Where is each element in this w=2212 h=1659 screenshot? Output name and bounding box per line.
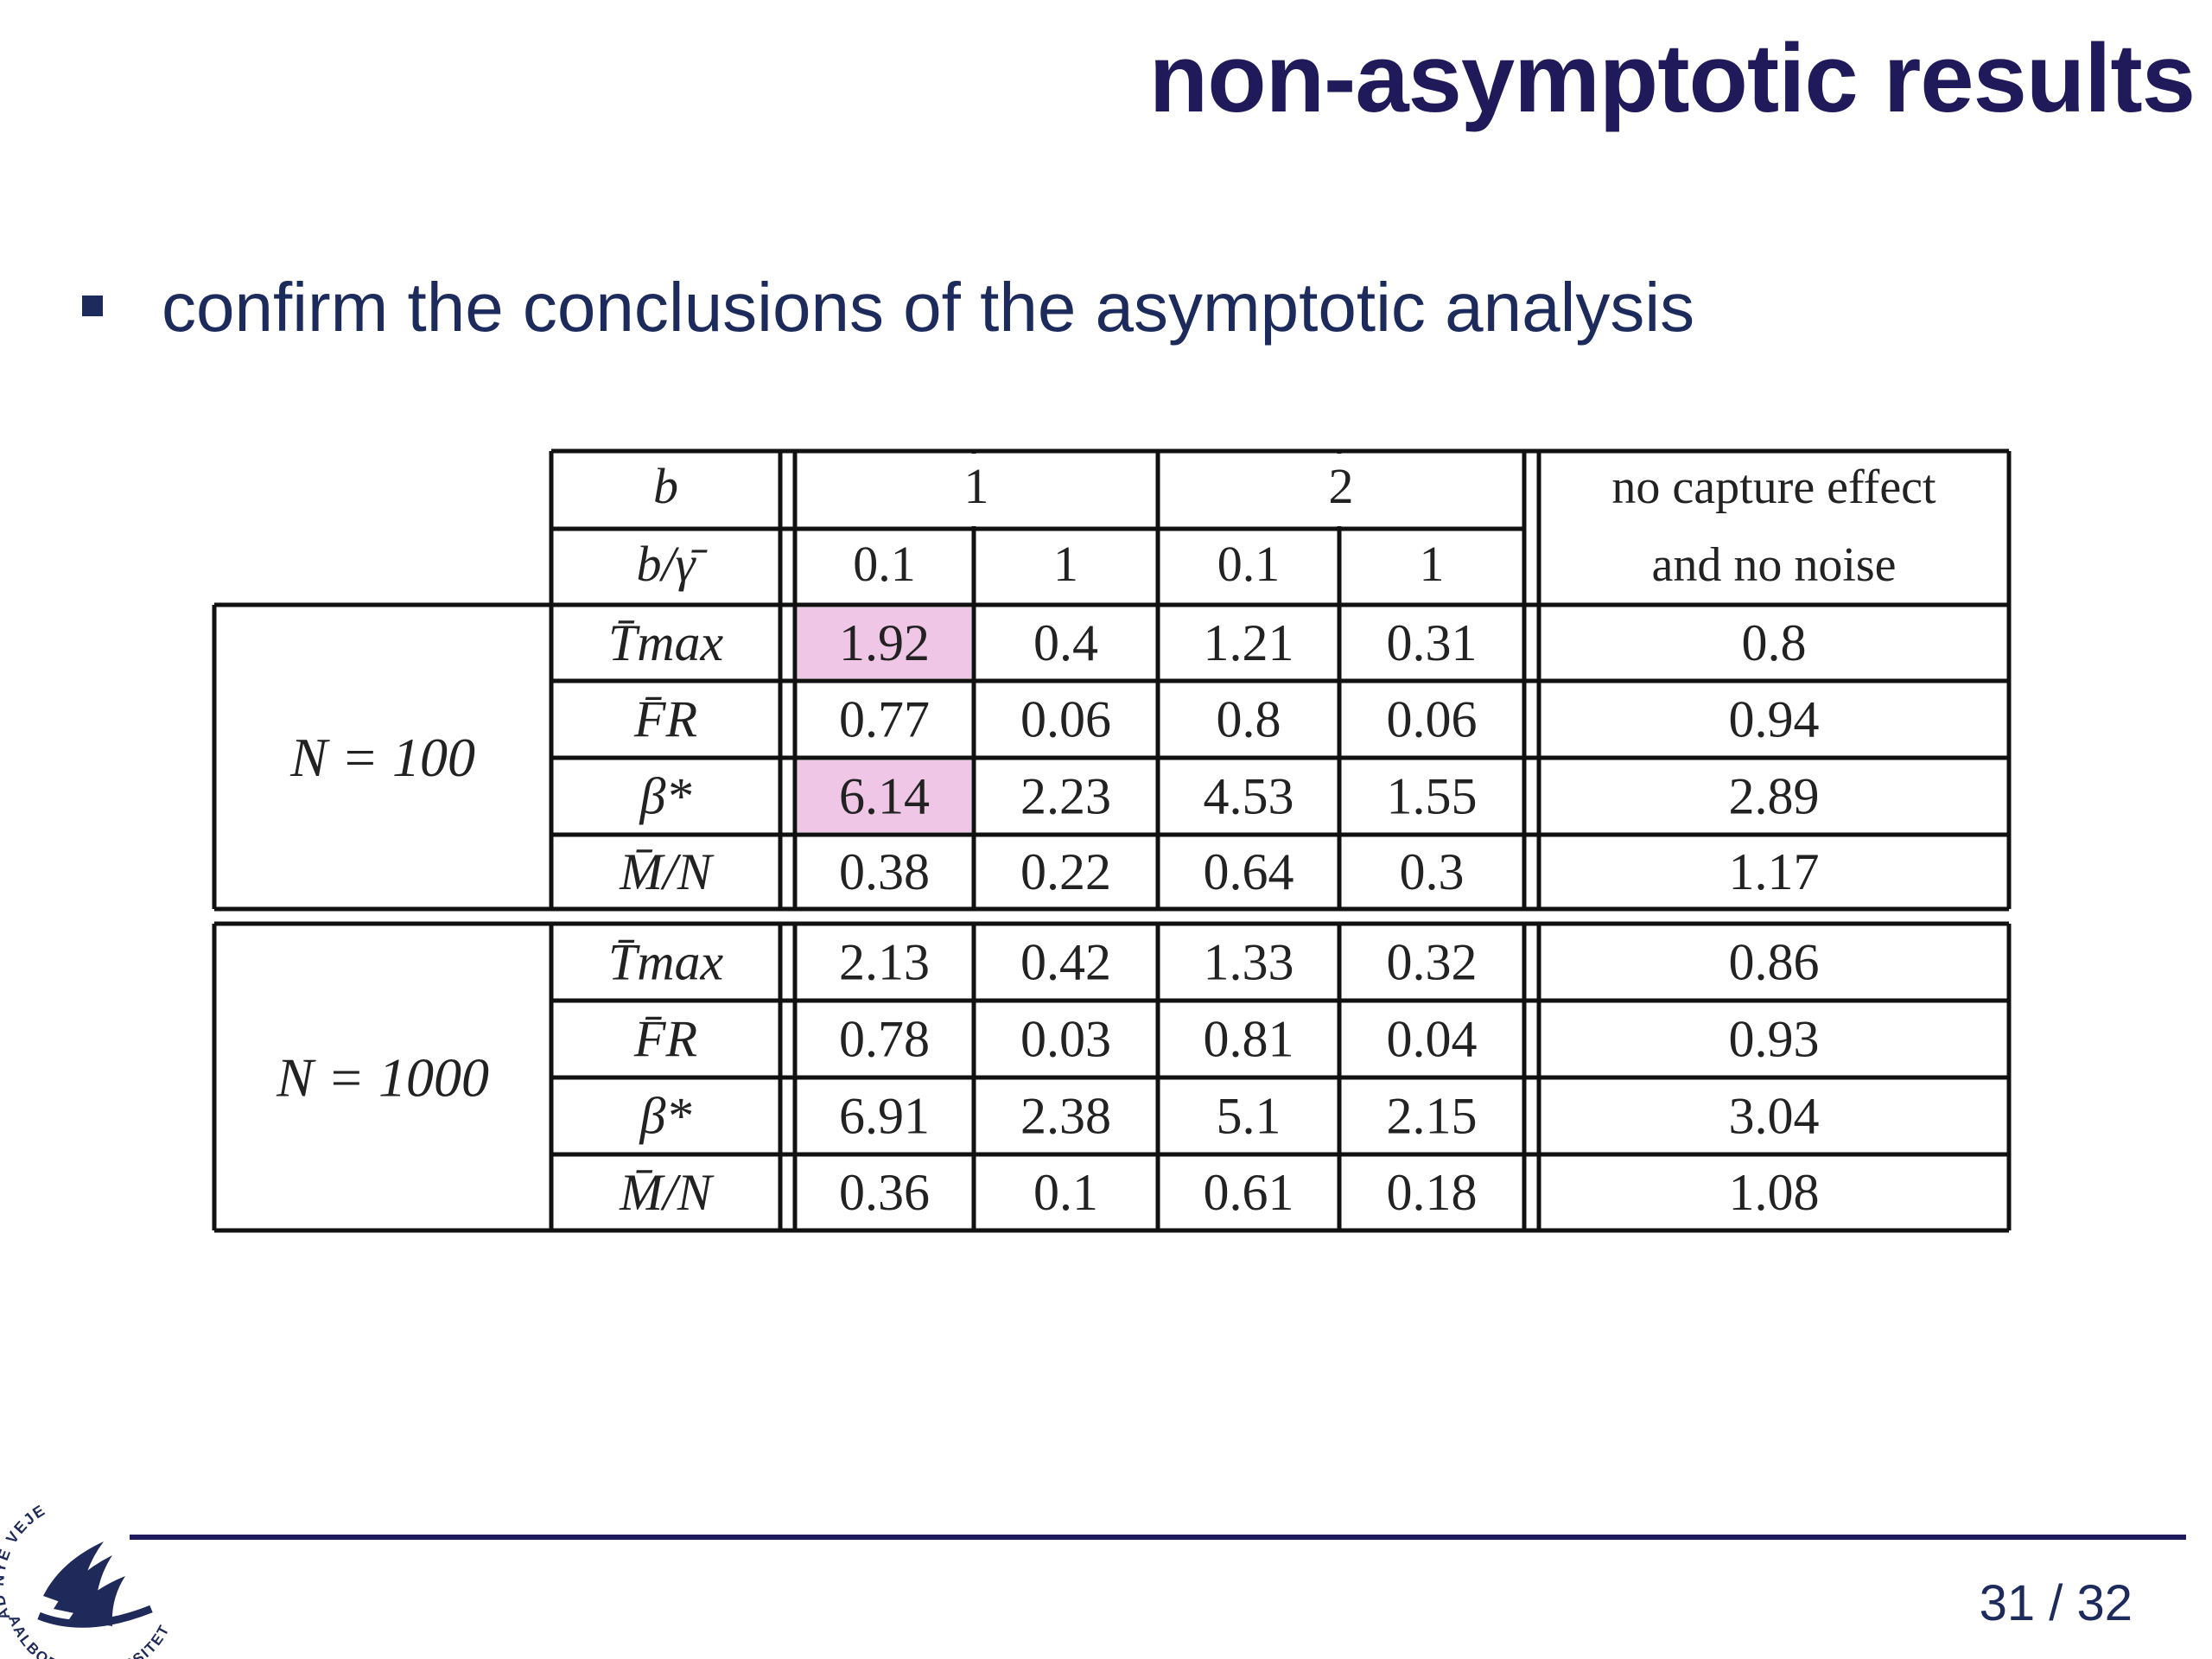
data-cell: 2.23 [1020, 768, 1111, 825]
data-cell: 0.36 [839, 1164, 930, 1221]
data-cell: 0.06 [1020, 691, 1111, 748]
data-cell: 0.06 [1387, 691, 1478, 748]
extra-cell: 0.86 [1729, 934, 1820, 991]
header-ratio-value: 1 [1420, 536, 1445, 592]
aau-swan-logo-icon [37, 1541, 153, 1628]
data-cell: 1.33 [1204, 934, 1294, 991]
data-cell: 0.77 [839, 691, 930, 748]
page-number: 31 / 32 [1980, 1574, 2133, 1632]
data-cell: 6.14 [839, 768, 930, 825]
group-label: N = 100 [289, 727, 475, 788]
header-ratio-label: b/γ̄ [637, 536, 709, 592]
bullet-square-icon [82, 296, 103, 316]
data-cell: 0.1 [1033, 1164, 1098, 1221]
data-cell: 1.55 [1387, 768, 1478, 825]
header-ratio-value: 0.1 [853, 536, 916, 592]
data-cell: 5.1 [1217, 1088, 1281, 1145]
header-extra-line: no capture effect [1611, 461, 1936, 514]
data-cell: 0.03 [1020, 1011, 1111, 1068]
bullet-text: confirm the conclusions of the asymptoti… [162, 269, 1695, 346]
metric-label: M̄/N [619, 843, 715, 900]
data-cell: 2.38 [1020, 1088, 1111, 1145]
data-cell: 0.78 [839, 1011, 930, 1068]
header-b-value: 1 [964, 458, 989, 514]
data-cell: 1.92 [839, 614, 930, 671]
extra-cell: 1.08 [1729, 1164, 1820, 1221]
header-ratio-value: 1 [1053, 536, 1078, 592]
header-b-value: 2 [1329, 458, 1354, 514]
svg-text:AD NYE VEJE: AD NYE VEJE [0, 1501, 49, 1622]
metric-label: M̄/N [619, 1164, 715, 1221]
page-current: 31 [1979, 1575, 2036, 1631]
metric-label: β* [639, 768, 692, 825]
data-cell: 0.81 [1204, 1011, 1294, 1068]
header-ratio-value: 0.1 [1217, 536, 1281, 592]
data-cell: 0.31 [1387, 614, 1478, 671]
page-separator: / [2049, 1575, 2063, 1631]
data-cell: 6.91 [839, 1088, 930, 1145]
slide-title: non-asymptotic results [1148, 24, 2196, 132]
data-cell: 2.15 [1387, 1088, 1478, 1145]
extra-cell: 0.93 [1729, 1011, 1820, 1068]
extra-cell: 1.17 [1729, 843, 1820, 900]
results-table: b b/γ̄ 1 2 0.1 1 0.1 1 no capture effect and no n… [212, 448, 2012, 1233]
metric-label: β* [639, 1088, 692, 1145]
extra-cell: 0.94 [1729, 691, 1820, 748]
metric-label: T̄max [608, 614, 724, 671]
data-cell: 2.13 [839, 934, 930, 991]
footer-divider [130, 1535, 2186, 1540]
highlight-cell [798, 760, 971, 832]
data-cell: 0.04 [1387, 1011, 1478, 1068]
metric-label: T̄max [608, 934, 724, 991]
data-cell: 0.64 [1204, 843, 1294, 900]
highlight-cell [798, 607, 971, 678]
header-extra-line: and no noise [1651, 538, 1896, 592]
metric-label: F̄R [633, 691, 697, 748]
metric-label: F̄R [633, 1011, 697, 1068]
logo-text-top: AD NYE VEJE [0, 1501, 48, 1622]
data-cell: 0.8 [1217, 691, 1281, 748]
data-cell: 0.32 [1387, 934, 1478, 991]
data-cell: 4.53 [1204, 768, 1294, 825]
data-cell: 0.3 [1400, 843, 1465, 900]
data-cell: 1.21 [1204, 614, 1294, 671]
extra-cell: 2.89 [1729, 768, 1820, 825]
data-cell: 0.18 [1387, 1164, 1478, 1221]
data-cell: 0.42 [1020, 934, 1111, 991]
university-logo: AD NYE VEJE AALBORG UNIVERSITET [0, 1501, 171, 1659]
extra-cell: 0.8 [1742, 614, 1807, 671]
group-label: N = 1000 [276, 1047, 489, 1109]
header-b-label: b [653, 458, 678, 514]
data-cell: 0.38 [839, 843, 930, 900]
data-cell: 0.22 [1020, 843, 1111, 900]
extra-cell: 3.04 [1729, 1088, 1820, 1145]
data-cell: 0.4 [1033, 614, 1098, 671]
page-total: 32 [2076, 1575, 2133, 1631]
data-cell: 0.61 [1204, 1164, 1294, 1221]
